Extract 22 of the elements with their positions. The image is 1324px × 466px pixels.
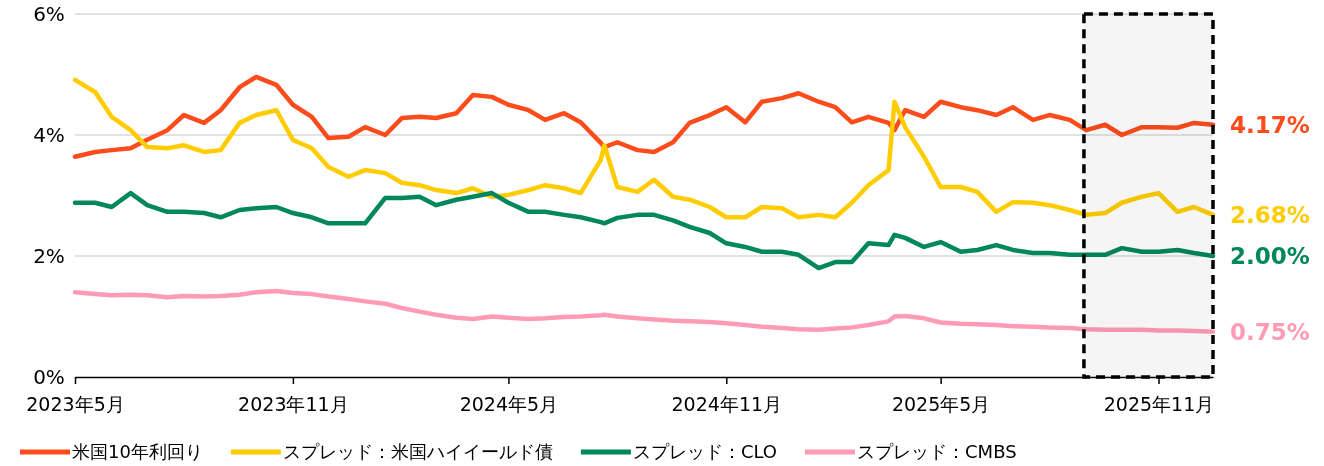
y-tick-label: 4% <box>33 122 65 147</box>
line-series <box>72 74 1216 160</box>
y-tick-label: 0% <box>33 364 65 389</box>
data-label: 4.17% <box>1230 111 1310 138</box>
data-label: 2.00% <box>1230 243 1310 270</box>
data-label: 0.75% <box>1230 318 1310 345</box>
y-tick-label: 2% <box>33 243 65 268</box>
x-tick-label: 2023年5月 <box>26 393 125 416</box>
legend-label: スプレッド：米国ハイイールド債 <box>282 441 553 463</box>
x-tick-label: 2025年11月 <box>1103 393 1215 416</box>
data-label: 2.68% <box>1230 202 1310 229</box>
legend-label: 米国10年利回り <box>72 441 203 463</box>
legend-label: スプレッド：CMBS <box>857 441 1017 463</box>
x-tick-label: 2023年11月 <box>238 393 349 416</box>
x-tick-label: 2024年11月 <box>671 393 783 416</box>
line-series <box>72 288 1216 334</box>
legend-label: スプレッド：CLO <box>632 441 778 463</box>
line-series <box>72 77 1216 220</box>
x-tick-label: 2025年5月 <box>891 393 991 416</box>
line-series <box>72 190 1216 271</box>
x-tick-label: 2024年5月 <box>459 393 559 416</box>
y-tick-label: 6% <box>33 1 65 26</box>
